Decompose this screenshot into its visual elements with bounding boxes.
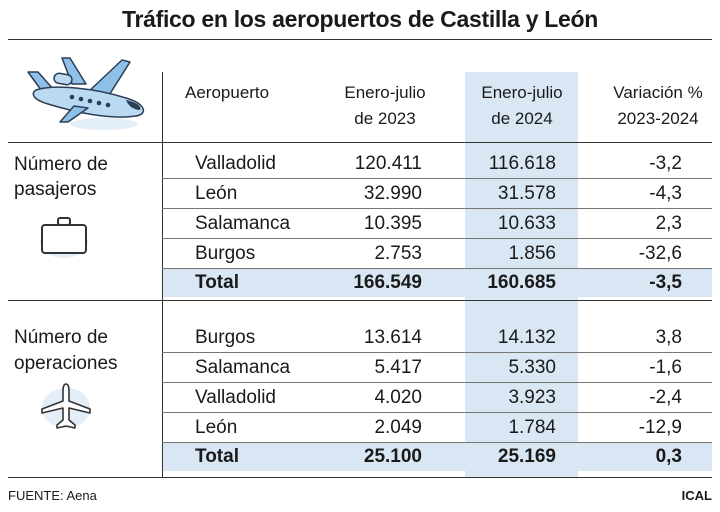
- row-divider: [162, 208, 712, 209]
- value-variation: 2,3: [655, 213, 682, 234]
- table-left-border: [162, 72, 163, 477]
- col-header-variation-line2: 2023-2024: [617, 109, 699, 128]
- total-2024: 160.685: [487, 272, 556, 293]
- value-2023: 120.411: [354, 153, 422, 174]
- total-label: Total: [195, 446, 239, 467]
- total-2024: 25.169: [497, 446, 556, 467]
- value-2024: 10.633: [497, 213, 556, 234]
- value-2023: 2.753: [374, 243, 422, 264]
- col-header-2024-line1: Enero-julio: [481, 83, 563, 102]
- row-divider: [162, 178, 712, 179]
- value-2023: 10.395: [363, 213, 422, 234]
- value-2024: 1.856: [508, 243, 556, 264]
- agency-credit: ICAL: [681, 488, 712, 503]
- airport-name: León: [195, 417, 238, 438]
- operations-label-line2: operaciones: [14, 353, 118, 374]
- total-2023: 166.549: [353, 272, 422, 293]
- value-variation: -12,9: [638, 417, 682, 438]
- bottom-rule: [8, 477, 712, 478]
- row-divider: [162, 382, 712, 383]
- total-variation: 0,3: [655, 446, 682, 467]
- row-divider: [162, 352, 712, 353]
- value-2024: 116.618: [488, 153, 556, 174]
- col-header-variation-line1: Variación %: [613, 83, 703, 102]
- value-2024: 14.132: [497, 327, 556, 348]
- value-2023: 13.614: [363, 327, 422, 348]
- total-variation: -3,5: [649, 272, 682, 293]
- value-2024: 31.578: [497, 183, 556, 204]
- header-rule: [8, 142, 712, 143]
- col-header-2023-line2: de 2023: [354, 109, 416, 128]
- col-2024-header-shade: [465, 72, 578, 142]
- value-2023: 2.049: [374, 417, 422, 438]
- airport-name: León: [195, 183, 238, 204]
- airplane-icon: [27, 57, 145, 130]
- passengers-total-shade: [162, 268, 712, 297]
- airport-name: Burgos: [195, 243, 256, 264]
- operations-total-shade: [162, 442, 712, 471]
- col-header-2024-line2: de 2024: [491, 109, 553, 128]
- airport-name: Valladolid: [195, 153, 276, 174]
- airport-name: Valladolid: [195, 387, 276, 408]
- airport-name: Salamanca: [195, 213, 291, 234]
- operations-label-line1: Número de: [14, 327, 108, 348]
- col-header-airport: Aeropuerto: [185, 83, 270, 102]
- passengers-label-line2: pasajeros: [14, 179, 97, 200]
- row-divider: [162, 268, 712, 269]
- airport-name: Salamanca: [195, 357, 291, 378]
- value-2024: 3.923: [508, 387, 556, 408]
- row-divider: [162, 442, 712, 443]
- value-variation: -2,4: [649, 387, 682, 408]
- value-variation: -4,3: [649, 183, 682, 204]
- page-title: Tráfico en los aeropuertos de Castilla y…: [121, 6, 599, 32]
- row-divider: [162, 412, 712, 413]
- airplane-icon: [41, 383, 91, 429]
- col-header-2023-line1: Enero-julio: [344, 83, 426, 102]
- passengers-label-line1: Número de: [14, 154, 108, 175]
- value-2023: 32.990: [363, 183, 422, 204]
- value-2023: 4.020: [374, 387, 422, 408]
- value-variation: -32,6: [638, 243, 682, 264]
- value-variation: 3,8: [655, 327, 682, 348]
- value-2023: 5.417: [374, 357, 422, 378]
- total-label: Total: [195, 272, 239, 293]
- value-2024: 1.784: [508, 417, 556, 438]
- airport-name: Burgos: [195, 327, 256, 348]
- title-rule: [8, 39, 712, 40]
- total-2023: 25.100: [363, 446, 422, 467]
- value-2024: 5.330: [508, 357, 556, 378]
- section-rule: [8, 300, 712, 301]
- value-variation: -1,6: [649, 357, 682, 378]
- value-variation: -3,2: [649, 153, 682, 174]
- suitcase-icon: [40, 217, 88, 258]
- row-divider: [162, 238, 712, 239]
- source-note: FUENTE: Aena: [8, 488, 97, 503]
